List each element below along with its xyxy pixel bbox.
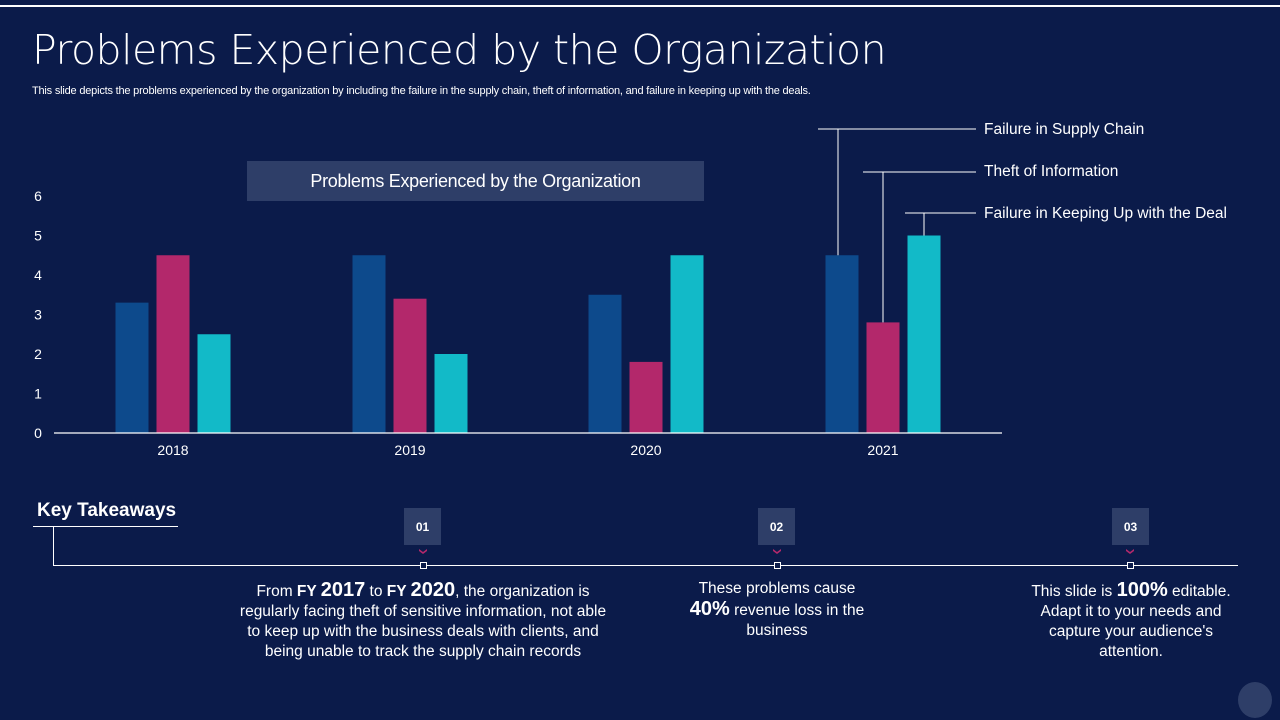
- step-badge-01: 01: [404, 508, 441, 545]
- bar-2021-series-3: [907, 235, 941, 433]
- y-tick-label: 2: [34, 346, 42, 362]
- slide-subtitle: This slide depicts the problems experien…: [32, 85, 811, 97]
- takeaway-text-01: From FY 2017 to FY 2020, the organizatio…: [232, 580, 614, 662]
- bar-2020-series-2: [629, 361, 663, 433]
- y-tick-label: 0: [34, 425, 42, 441]
- decorative-circle: [1238, 682, 1272, 718]
- takeaway-text-part: revenue loss in the business: [729, 602, 865, 639]
- takeaway-text-part: 100%: [1116, 579, 1168, 601]
- timeline-connector: [53, 526, 54, 566]
- takeaway-text-03: This slide is 100% editable. Adapt it to…: [1030, 580, 1232, 662]
- x-tick-label: 2018: [157, 442, 188, 458]
- y-tick-label: 6: [34, 188, 42, 204]
- takeaway-text-part: to: [365, 583, 387, 600]
- legend-label-deal: Failure in Keeping Up with the Deal: [984, 205, 1227, 222]
- chart-title: Problems Experienced by the Organization: [247, 161, 704, 201]
- x-tick-label: 2020: [630, 442, 661, 458]
- bar-2019-series-1: [352, 255, 386, 433]
- x-tick-label: 2019: [394, 442, 425, 458]
- key-takeaways-underline: [33, 526, 178, 527]
- y-tick-label: 5: [34, 228, 42, 244]
- takeaway-text-part: , the organization is regularly facing t…: [239, 583, 607, 660]
- legend-label-supply-chain: Failure in Supply Chain: [984, 121, 1145, 138]
- bar-2021-series-1: [825, 255, 859, 433]
- chevron-down-icon: [419, 549, 427, 554]
- y-tick-label: 4: [34, 267, 42, 283]
- bar-2018-series-2: [156, 255, 190, 433]
- takeaway-text-part: 2020: [410, 579, 456, 601]
- legend-label-theft: Theft of Information: [984, 163, 1119, 180]
- key-takeaways-title: Key Takeaways: [37, 500, 177, 521]
- takeaway-text-part: FY: [386, 583, 411, 600]
- bar-2019-series-3: [434, 354, 468, 433]
- slide-title: Problems Experienced by the Organization: [32, 26, 887, 74]
- y-tick-label: 1: [34, 386, 42, 402]
- takeaway-text-part: These problems cause: [698, 580, 856, 597]
- y-tick-label: 3: [34, 307, 42, 323]
- x-tick-label: 2021: [867, 442, 898, 458]
- bar-2019-series-2: [393, 298, 427, 433]
- takeaway-text-part: From: [256, 583, 297, 600]
- takeaway-text-part: FY: [296, 583, 321, 600]
- top-rule: [0, 5, 1280, 7]
- takeaway-text-part: This slide is: [1031, 583, 1117, 600]
- bar-chart: 0 1 2 3 4 5 6 2018 2019 2020 2021: [34, 128, 1002, 458]
- step-badge-02: 02: [758, 508, 795, 545]
- takeaway-text-part: 2017: [320, 579, 366, 601]
- step-badge-03: 03: [1112, 508, 1149, 545]
- takeaway-text-part: editable. Adapt it to your needs and cap…: [1040, 583, 1231, 660]
- timeline-line: [53, 565, 1238, 566]
- chevron-down-icon: [1126, 549, 1134, 554]
- bar-2018-series-3: [197, 334, 231, 433]
- timeline-node-03: [1127, 562, 1134, 569]
- bar-2018-series-1: [115, 302, 149, 433]
- takeaway-text-part: 40%: [689, 598, 730, 620]
- bar-2020-series-1: [588, 294, 622, 433]
- timeline-node-02: [774, 562, 781, 569]
- bar-2020-series-3: [670, 255, 704, 433]
- takeaway-text-02: These problems cause 40% revenue loss in…: [680, 579, 874, 641]
- bar-2021-series-2: [866, 322, 900, 433]
- chevron-down-icon: [773, 549, 781, 554]
- timeline-node-01: [420, 562, 427, 569]
